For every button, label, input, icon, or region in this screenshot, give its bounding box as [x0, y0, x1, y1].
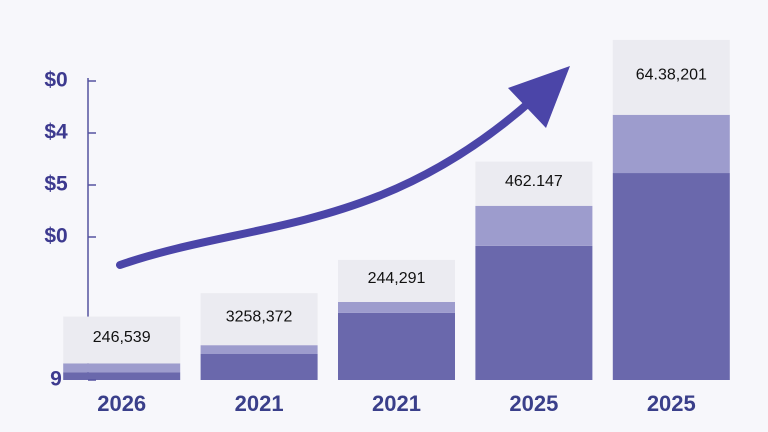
- x-tick-label: 2025: [509, 391, 558, 416]
- bar-label: 246,539: [93, 329, 151, 346]
- bar-label: 462.147: [505, 173, 563, 190]
- x-tick-label: 2021: [235, 391, 284, 416]
- bar-segment: [63, 372, 181, 380]
- y-tick-label: $5: [44, 173, 68, 196]
- bar-segment: [338, 302, 455, 313]
- trend-arrow: [116, 96, 536, 269]
- bars: [63, 39, 730, 380]
- bar-segment: [612, 173, 730, 380]
- bar-segment: [475, 245, 593, 380]
- bar-segment: [200, 354, 318, 380]
- bar-segment: [338, 259, 455, 302]
- y-tick-label: $0: [44, 69, 67, 92]
- y-tick-label: $0: [44, 225, 67, 248]
- x-tick-label: 2025: [647, 391, 696, 416]
- bar-label: 3258,372: [226, 308, 293, 325]
- y-tick-label: $4: [44, 121, 68, 144]
- bar-segment: [612, 114, 730, 174]
- bar-segment: [200, 293, 318, 346]
- bar-segment: [338, 312, 455, 380]
- bar-label: 244,291: [368, 270, 426, 287]
- bar-segment: [612, 39, 730, 115]
- x-tick-label: 2026: [97, 391, 146, 416]
- arrow-head: [508, 66, 570, 128]
- bar-label: 64.38,201: [636, 67, 707, 84]
- bar-segment: [475, 205, 593, 246]
- y-tick-label: 9: [50, 368, 62, 391]
- bar-segment: [63, 316, 181, 364]
- bar-segment: [475, 161, 593, 206]
- bar-segment: [63, 363, 181, 373]
- x-tick-label: 2021: [372, 391, 421, 416]
- bar-segment: [200, 345, 318, 354]
